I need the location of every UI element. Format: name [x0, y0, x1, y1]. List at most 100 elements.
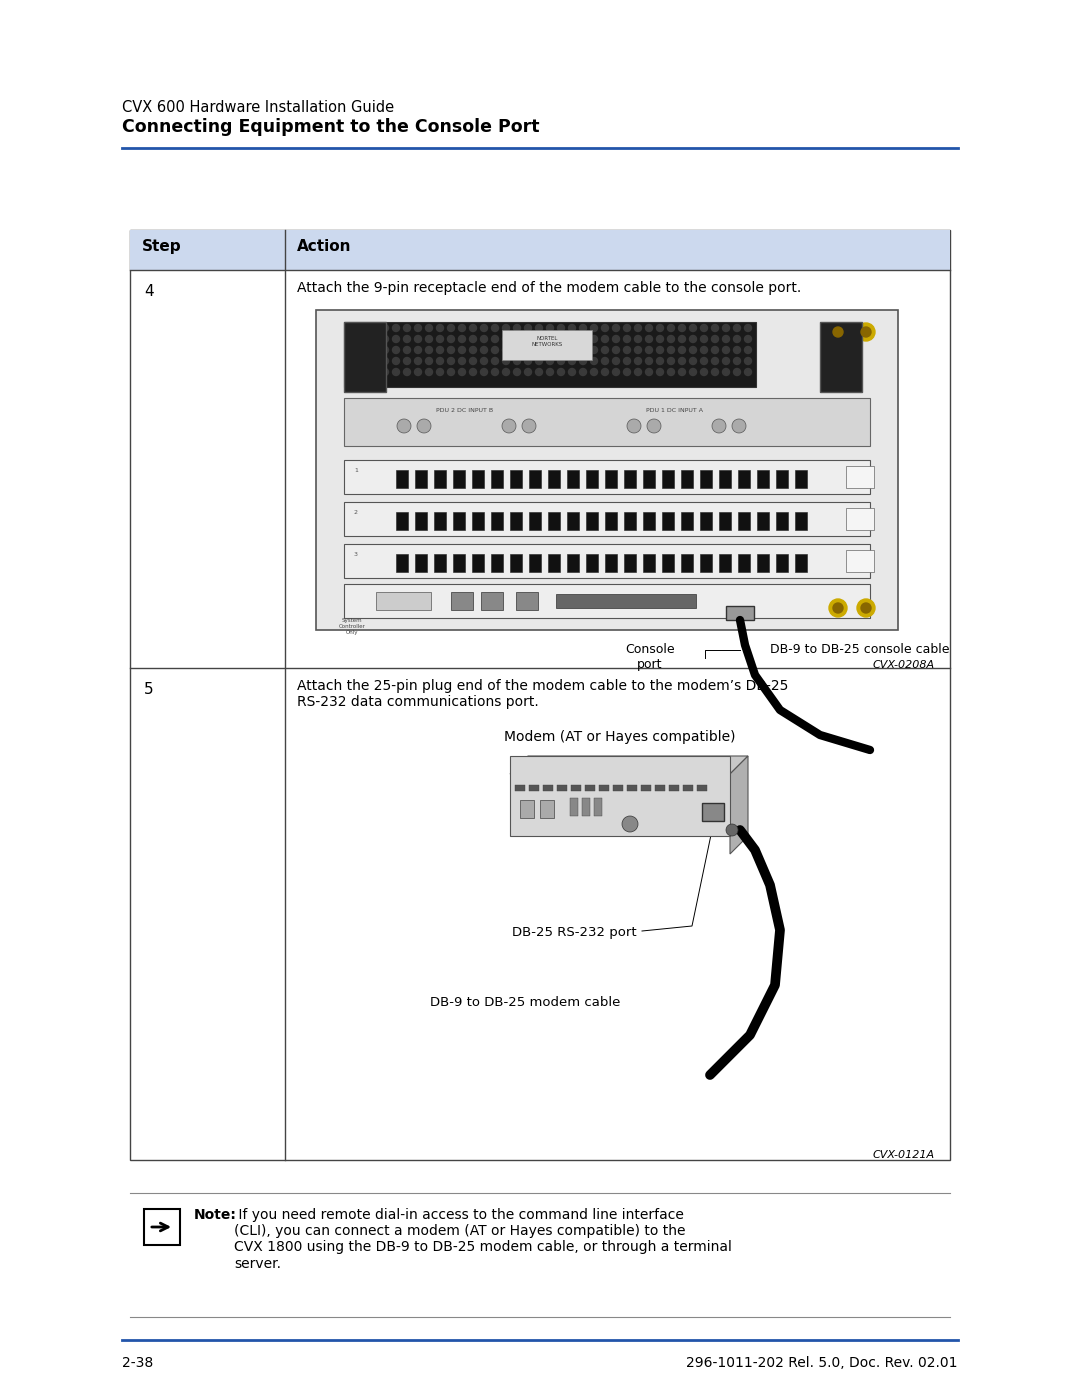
- Circle shape: [470, 335, 476, 342]
- Circle shape: [744, 335, 752, 342]
- Circle shape: [404, 346, 410, 353]
- Bar: [345, 398, 870, 446]
- Bar: [502, 330, 592, 360]
- Bar: [519, 800, 534, 819]
- Circle shape: [689, 324, 697, 331]
- Circle shape: [360, 324, 366, 331]
- Bar: [681, 555, 693, 571]
- Circle shape: [861, 604, 870, 613]
- Circle shape: [522, 419, 536, 433]
- Circle shape: [525, 369, 531, 376]
- Circle shape: [602, 369, 608, 376]
- Circle shape: [712, 335, 718, 342]
- Circle shape: [623, 358, 631, 365]
- Bar: [570, 798, 578, 816]
- Bar: [624, 555, 636, 571]
- Circle shape: [536, 335, 542, 342]
- Bar: [643, 511, 654, 529]
- Text: 3: 3: [354, 552, 357, 557]
- Circle shape: [481, 324, 487, 331]
- Text: CVX 600 Hardware Installation Guide: CVX 600 Hardware Installation Guide: [122, 101, 394, 115]
- Circle shape: [459, 358, 465, 365]
- Circle shape: [481, 358, 487, 365]
- Circle shape: [723, 369, 729, 376]
- Circle shape: [726, 824, 738, 835]
- Circle shape: [392, 358, 400, 365]
- Bar: [654, 785, 665, 791]
- Bar: [567, 469, 579, 488]
- Circle shape: [733, 346, 741, 353]
- Circle shape: [623, 335, 631, 342]
- Circle shape: [744, 346, 752, 353]
- Circle shape: [689, 335, 697, 342]
- Bar: [510, 469, 522, 488]
- Bar: [605, 469, 617, 488]
- Circle shape: [481, 346, 487, 353]
- Bar: [777, 469, 788, 488]
- Circle shape: [536, 369, 542, 376]
- Circle shape: [381, 335, 389, 342]
- Text: 2: 2: [354, 510, 357, 515]
- Circle shape: [733, 358, 741, 365]
- Circle shape: [591, 324, 597, 331]
- Circle shape: [392, 369, 400, 376]
- Bar: [345, 502, 870, 536]
- Circle shape: [657, 335, 663, 342]
- Circle shape: [459, 369, 465, 376]
- Bar: [757, 555, 769, 571]
- Bar: [345, 584, 870, 617]
- Bar: [345, 321, 386, 393]
- Bar: [700, 511, 712, 529]
- Bar: [605, 555, 617, 571]
- Circle shape: [381, 346, 389, 353]
- Circle shape: [667, 335, 675, 342]
- Circle shape: [646, 335, 652, 342]
- Text: 1: 1: [354, 468, 357, 474]
- Circle shape: [546, 369, 554, 376]
- Bar: [434, 511, 446, 529]
- Circle shape: [689, 358, 697, 365]
- Circle shape: [546, 324, 554, 331]
- Bar: [434, 555, 446, 571]
- Text: Attach the 9-pin receptacle end of the modem cable to the console port.: Attach the 9-pin receptacle end of the m…: [297, 281, 801, 295]
- Bar: [472, 469, 484, 488]
- Circle shape: [459, 324, 465, 331]
- Bar: [662, 555, 674, 571]
- Circle shape: [513, 369, 521, 376]
- Circle shape: [481, 369, 487, 376]
- Circle shape: [744, 324, 752, 331]
- Circle shape: [646, 358, 652, 365]
- Circle shape: [525, 358, 531, 365]
- Bar: [599, 785, 609, 791]
- Circle shape: [381, 369, 389, 376]
- Bar: [548, 511, 561, 529]
- Circle shape: [858, 599, 875, 617]
- Circle shape: [381, 324, 389, 331]
- Bar: [548, 555, 561, 571]
- Circle shape: [470, 358, 476, 365]
- Circle shape: [481, 335, 487, 342]
- Circle shape: [415, 324, 421, 331]
- Bar: [681, 469, 693, 488]
- Bar: [396, 469, 408, 488]
- Polygon shape: [730, 756, 748, 854]
- Circle shape: [426, 335, 432, 342]
- Bar: [491, 511, 503, 529]
- Circle shape: [568, 369, 576, 376]
- Bar: [453, 469, 465, 488]
- Circle shape: [591, 369, 597, 376]
- Circle shape: [536, 358, 542, 365]
- Circle shape: [513, 324, 521, 331]
- Circle shape: [667, 324, 675, 331]
- Bar: [491, 469, 503, 488]
- Circle shape: [557, 324, 565, 331]
- Circle shape: [491, 346, 499, 353]
- Bar: [738, 555, 750, 571]
- Text: 5: 5: [144, 682, 153, 697]
- Circle shape: [612, 324, 620, 331]
- Bar: [700, 469, 712, 488]
- Circle shape: [568, 358, 576, 365]
- Circle shape: [349, 358, 355, 365]
- Circle shape: [370, 369, 378, 376]
- Circle shape: [667, 346, 675, 353]
